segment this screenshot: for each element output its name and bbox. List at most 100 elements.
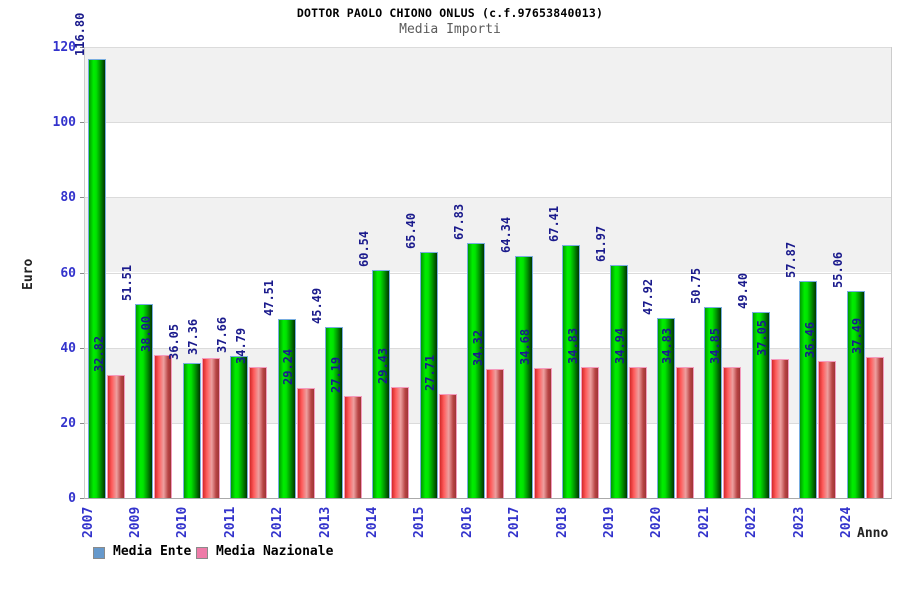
bar-value-label: 64.34 bbox=[499, 217, 514, 254]
y-axis-title: Euro bbox=[21, 258, 36, 290]
bar-media-nazionale-2018 bbox=[581, 367, 600, 498]
bar-value-label: 47.51 bbox=[262, 280, 277, 317]
y-tick-label: 60 bbox=[60, 265, 76, 281]
bar-media-nazionale-2024 bbox=[865, 357, 884, 498]
legend-swatch-media-ente bbox=[93, 547, 105, 559]
y-tick-mark bbox=[80, 122, 84, 124]
bar-media-nazionale-2013 bbox=[344, 395, 363, 498]
plot-area bbox=[84, 47, 892, 499]
bar-media-ente-2024 bbox=[846, 291, 865, 498]
bar-media-ente-2009 bbox=[135, 304, 154, 498]
bar-value-label: 37.36 bbox=[186, 318, 201, 355]
x-tick-label: 2022 bbox=[744, 506, 760, 538]
bar-value-label: 34.83 bbox=[565, 327, 580, 365]
x-tick-label: 2018 bbox=[554, 506, 570, 538]
bar-media-nazionale-2020 bbox=[675, 367, 694, 498]
bar-value-label: 61.97 bbox=[594, 225, 609, 263]
y-tick-mark bbox=[80, 47, 84, 48]
x-tick-label: 2020 bbox=[649, 506, 665, 538]
plot-band bbox=[85, 47, 891, 123]
y-tick-mark bbox=[80, 272, 84, 274]
bar-media-ente-2014 bbox=[372, 270, 391, 498]
bar-media-ente-2012 bbox=[277, 319, 296, 498]
bar-value-label: 34.68 bbox=[518, 328, 533, 365]
legend-swatch-media-nazionale bbox=[196, 547, 208, 559]
bar-media-nazionale-2010 bbox=[201, 357, 220, 498]
bar-media-nazionale-2012 bbox=[296, 388, 315, 498]
x-tick-label: 2017 bbox=[507, 506, 523, 538]
bar-value-label: 57.87 bbox=[783, 241, 798, 278]
bar-value-label: 51.51 bbox=[119, 265, 134, 302]
x-tick-label: 2011 bbox=[222, 506, 238, 538]
legend-label-media-ente: Media Ente bbox=[113, 544, 192, 559]
x-axis-title: Anno bbox=[857, 526, 889, 541]
bar-media-nazionale-2009 bbox=[154, 355, 173, 498]
bar-media-ente-2018 bbox=[562, 244, 581, 498]
bar-value-label: 29.24 bbox=[281, 348, 296, 386]
bar-value-label: 67.41 bbox=[546, 205, 561, 242]
y-tick-label: 100 bbox=[52, 115, 76, 131]
plot-band bbox=[85, 197, 891, 273]
bar-media-ente-2010 bbox=[182, 362, 201, 498]
bar-value-label: 36.05 bbox=[167, 323, 182, 360]
bar-value-label: 27.19 bbox=[328, 356, 343, 393]
gridline bbox=[85, 47, 891, 48]
x-tick-label: 2007 bbox=[80, 506, 96, 538]
bar-value-label: 27.71 bbox=[423, 354, 438, 391]
bar-value-label: 34.83 bbox=[660, 327, 675, 365]
bar-value-label: 34.85 bbox=[707, 327, 722, 365]
bar-value-label: 55.06 bbox=[831, 251, 846, 289]
bar-media-nazionale-2021 bbox=[723, 367, 742, 498]
bar-value-label: 37.66 bbox=[214, 317, 229, 354]
bar-media-nazionale-2011 bbox=[249, 367, 268, 498]
bar-value-label: 49.40 bbox=[736, 273, 751, 310]
y-tick-label: 120 bbox=[52, 40, 76, 55]
y-tick-mark bbox=[80, 498, 84, 499]
bar-media-ente-2023 bbox=[799, 280, 818, 498]
gridline bbox=[85, 197, 891, 199]
bar-value-label: 45.49 bbox=[309, 287, 324, 325]
bar-media-ente-2021 bbox=[704, 307, 723, 498]
bar-media-ente-2011 bbox=[230, 356, 249, 498]
x-tick-label: 2019 bbox=[602, 506, 618, 538]
x-tick-label: 2010 bbox=[175, 506, 191, 538]
x-tick-label: 2013 bbox=[317, 506, 333, 538]
x-tick-label: 2016 bbox=[459, 506, 475, 538]
chart-title: DOTTOR PAOLO CHIONO ONLUS (c.f.976538400… bbox=[296, 6, 604, 20]
bar-media-nazionale-2017 bbox=[533, 367, 552, 498]
bar-media-nazionale-2022 bbox=[770, 358, 789, 498]
bar-media-ente-2007 bbox=[88, 59, 106, 498]
bar-value-label: 32.82 bbox=[91, 335, 106, 372]
bar-value-label: 50.75 bbox=[688, 268, 703, 305]
bar-media-ente-2013 bbox=[325, 327, 344, 498]
x-tick-label: 2024 bbox=[839, 506, 855, 538]
plot-band bbox=[85, 122, 891, 198]
y-tick-mark bbox=[80, 347, 84, 349]
y-tick-label: 80 bbox=[60, 190, 76, 206]
bar-value-label: 36.46 bbox=[802, 321, 817, 358]
x-tick-label: 2015 bbox=[412, 506, 428, 538]
bar-media-ente-2020 bbox=[656, 317, 675, 498]
bar-value-label: 34.32 bbox=[470, 329, 485, 366]
bar-media-nazionale-2014 bbox=[391, 387, 410, 498]
bar-media-ente-2019 bbox=[609, 265, 628, 498]
bar-media-ente-2016 bbox=[467, 243, 486, 498]
bar-value-label: 60.54 bbox=[356, 231, 371, 268]
bar-media-nazionale-2016 bbox=[486, 369, 505, 498]
bar-media-ente-2022 bbox=[751, 312, 770, 498]
y-tick-mark bbox=[80, 197, 84, 199]
bar-value-label: 37.05 bbox=[755, 319, 770, 356]
legend-label-media-nazionale: Media Nazionale bbox=[216, 544, 334, 559]
bar-value-label: 38.00 bbox=[138, 316, 153, 353]
bar-value-label: 34.79 bbox=[233, 328, 248, 365]
bar-media-ente-2015 bbox=[419, 252, 438, 498]
bar-media-nazionale-2007 bbox=[107, 374, 125, 498]
y-tick-label: 0 bbox=[68, 491, 76, 506]
bar-value-label: 67.83 bbox=[451, 203, 466, 241]
y-tick-label: 40 bbox=[60, 340, 76, 356]
bar-value-label: 47.92 bbox=[641, 278, 656, 315]
bar-value-label: 65.40 bbox=[404, 213, 419, 250]
gridline bbox=[85, 347, 891, 349]
chart-subtitle: Media Importi bbox=[399, 22, 501, 37]
